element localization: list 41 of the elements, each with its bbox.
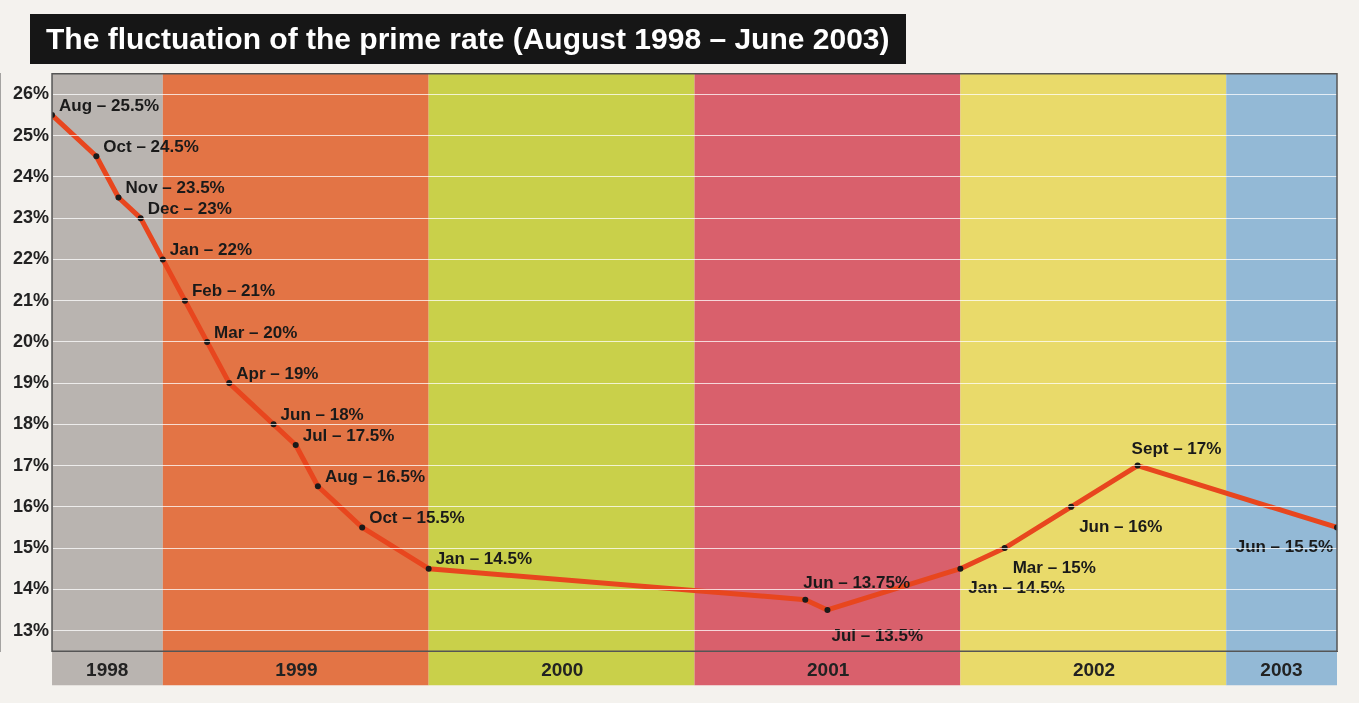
y-tick-label: 14% <box>13 578 50 599</box>
y-tick-label: 25% <box>13 124 50 145</box>
y-tick-label: 20% <box>13 330 50 351</box>
data-label: Mar – 15% <box>1012 557 1096 577</box>
y-tick-label: 26% <box>13 83 50 104</box>
data-label: Feb – 21% <box>191 281 276 301</box>
data-label: Oct – 24.5% <box>103 136 199 156</box>
data-label: Dec – 23% <box>147 198 232 218</box>
data-label: Apr – 19% <box>236 363 319 383</box>
data-label: Jul – 13.5% <box>831 625 924 645</box>
data-label: Aug – 25.5% <box>59 95 160 115</box>
y-tick-label: 13% <box>13 619 50 640</box>
data-label: Jul – 17.5% <box>302 425 395 445</box>
data-label: Jun – 13.75% <box>803 573 911 593</box>
y-tick-label: 19% <box>13 372 50 393</box>
y-tick-label: 16% <box>13 495 50 516</box>
data-label: Mar – 20% <box>214 322 298 342</box>
data-label: Jan – 14.5% <box>435 549 533 569</box>
y-tick-label: 21% <box>13 289 50 310</box>
y-tick-label: 18% <box>13 413 50 434</box>
data-label: Jun – 16% <box>1079 516 1163 536</box>
data-label: Jan – 14.5% <box>968 578 1065 598</box>
x-tick-label: 1999 <box>275 658 318 680</box>
data-label: Nov – 23.5% <box>125 178 225 198</box>
x-tick-label: 2001 <box>807 658 850 680</box>
data-label: Sept – 17% <box>1131 439 1222 459</box>
data-label: Jun – 15.5% <box>1235 537 1333 557</box>
x-tick-label: 2002 <box>1072 658 1116 680</box>
data-label: Aug – 16.5% <box>324 466 426 486</box>
data-label: Jan – 22% <box>169 240 253 260</box>
chart-title: The fluctuation of the prime rate (August 1998 – June 2003) <box>30 14 906 64</box>
data-label: Oct – 15.5% <box>369 508 465 528</box>
y-tick-label: 23% <box>13 207 50 228</box>
x-tick-label: 1998 <box>86 658 129 680</box>
x-tick-label: 2003 <box>1260 658 1303 680</box>
y-tick-label: 22% <box>13 248 50 269</box>
x-tick-label: 2000 <box>541 658 584 680</box>
data-label: Jun – 18% <box>280 405 364 425</box>
y-tick-label: 24% <box>13 165 50 186</box>
y-tick-label: 15% <box>13 537 50 558</box>
y-tick-label: 17% <box>13 454 50 475</box>
